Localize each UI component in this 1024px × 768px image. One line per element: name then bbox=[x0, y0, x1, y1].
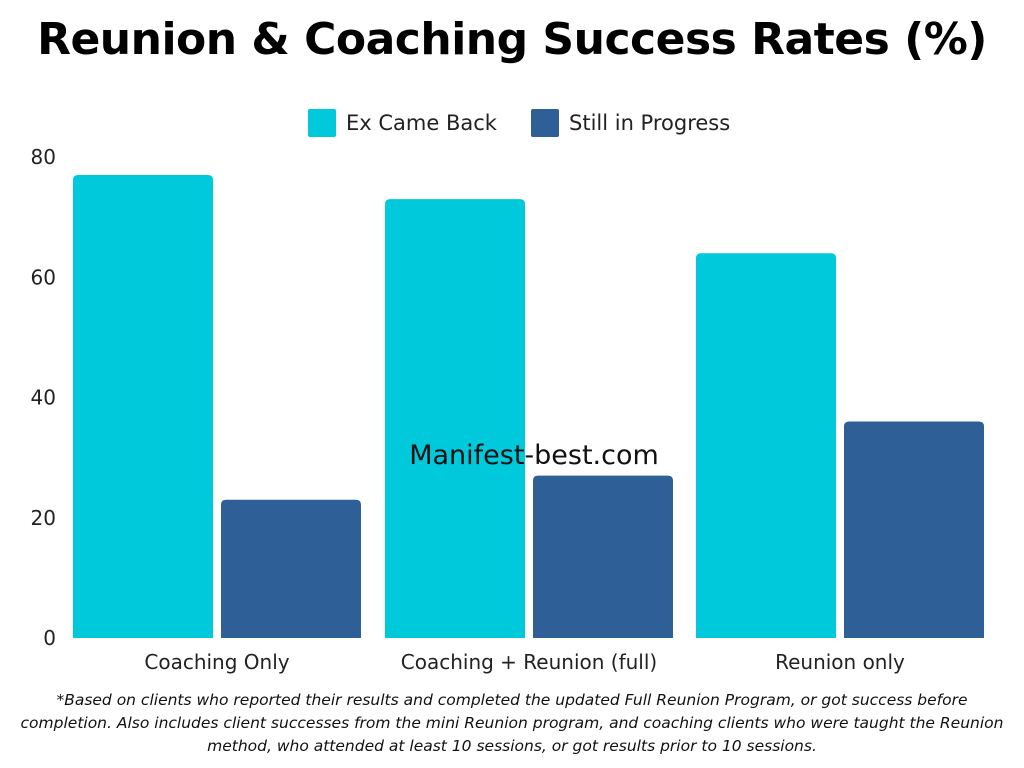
y-axis: 0 20 40 60 80 bbox=[31, 145, 56, 650]
legend-item-ex-came-back: Ex Came Back bbox=[308, 108, 497, 138]
legend-swatch-still-in-progress bbox=[531, 109, 559, 137]
bar-ex-came-back bbox=[385, 199, 525, 638]
y-tick-label: 0 bbox=[43, 626, 56, 650]
bar-ex-came-back bbox=[696, 253, 836, 638]
watermark-text: Manifest-best.com bbox=[409, 440, 659, 471]
y-tick-label: 40 bbox=[31, 386, 56, 410]
x-tick-label: Coaching Only bbox=[144, 650, 289, 674]
legend-item-still-in-progress: Still in Progress bbox=[531, 108, 730, 138]
bars bbox=[73, 175, 984, 638]
footnote: *Based on clients who reported their res… bbox=[20, 691, 1004, 755]
bar-chart: 0 20 40 60 80 Coaching Only Coaching + Reunio… bbox=[31, 145, 984, 674]
y-tick-label: 60 bbox=[31, 265, 56, 289]
bar-ex-came-back bbox=[73, 175, 213, 638]
x-axis: Coaching Only Coaching + Reunion (full) Re… bbox=[144, 650, 905, 674]
legend-label-ex-came-back: Ex Came Back bbox=[346, 111, 497, 135]
legend-swatch-ex-came-back bbox=[308, 109, 336, 137]
x-tick-label: Reunion only bbox=[775, 650, 905, 674]
bar-still-in-progress bbox=[221, 499, 361, 638]
legend-label-still-in-progress: Still in Progress bbox=[569, 111, 731, 135]
chart-title: Reunion & Coaching Success Rates (%) bbox=[37, 14, 987, 65]
y-tick-label: 80 bbox=[31, 145, 56, 169]
bar-still-in-progress bbox=[844, 421, 984, 638]
x-tick-label: Coaching + Reunion (full) bbox=[401, 650, 657, 674]
y-tick-label: 20 bbox=[31, 506, 56, 530]
legend: Ex Came Back Still in Progress bbox=[0, 108, 1024, 140]
bar-still-in-progress bbox=[533, 475, 673, 638]
